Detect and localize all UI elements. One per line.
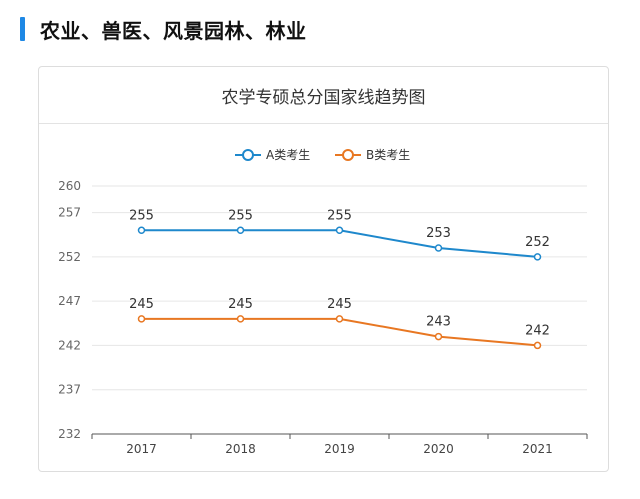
x-tick-label: 2020: [423, 442, 454, 456]
data-point: [335, 315, 344, 323]
y-tick-label: 242: [58, 338, 81, 352]
data-point: [137, 315, 146, 323]
line-chart: 232 237 242 247 252 257 260 2017 2018 2019 2020 202…: [58, 148, 588, 456]
y-tick-label: 252: [58, 250, 81, 264]
legend-label: B类考生: [366, 148, 410, 162]
data-label: 255: [129, 208, 154, 223]
x-tick-label: 2019: [324, 442, 355, 456]
section-title: 农业、兽医、风景园林、林业: [40, 18, 307, 43]
data-label: 255: [327, 208, 352, 223]
data-label: 252: [525, 235, 550, 250]
data-point: [533, 253, 542, 261]
y-tick-label: 232: [58, 427, 81, 441]
y-tick-label: 260: [58, 179, 81, 193]
x-tick-label: 2018: [225, 442, 256, 456]
x-tick-label: 2021: [522, 442, 553, 456]
series-line: [141, 317, 538, 347]
data-label: 242: [525, 323, 550, 338]
data-label: 245: [129, 297, 154, 312]
y-tick-label: 257: [58, 206, 81, 220]
data-point: [236, 226, 245, 235]
data-point: [137, 226, 146, 235]
section-accent-bar: [20, 17, 25, 41]
data-point: [236, 315, 245, 323]
legend-marker: [242, 149, 254, 161]
data-label: 255: [228, 208, 253, 223]
series-line: [141, 229, 538, 258]
chart-header: 农学专硕总分国家线趋势图: [39, 67, 608, 124]
y-tick-label: 237: [58, 383, 81, 397]
data-point: [533, 341, 542, 350]
chart-title: 农学专硕总分国家线趋势图: [221, 87, 426, 108]
data-point: [434, 244, 443, 252]
data-point: [335, 226, 344, 235]
chart-card: 农学专硕总分国家线趋势图 232 237 242 247 252 257 260 2017 20…: [38, 66, 609, 472]
legend-marker: [342, 149, 354, 161]
data-label: 253: [426, 226, 451, 241]
y-tick-label: 247: [58, 294, 81, 308]
data-label: 243: [426, 315, 451, 330]
section-header: 农业、兽医、风景园林、林业: [20, 14, 307, 44]
data-label: 245: [327, 297, 352, 312]
x-tick-label: 2017: [126, 442, 157, 456]
data-label: 245: [228, 297, 253, 312]
data-point: [434, 332, 443, 341]
legend-label: A类考生: [266, 148, 310, 162]
